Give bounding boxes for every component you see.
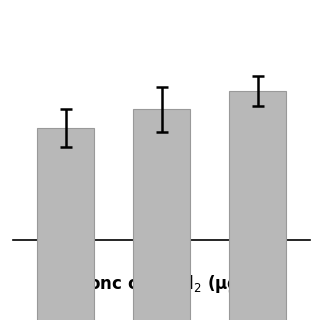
Bar — [37, 128, 94, 320]
X-axis label: Conc of SnCl$_2$ (μg): Conc of SnCl$_2$ (μg) — [76, 273, 247, 295]
Bar — [133, 109, 190, 320]
Bar — [229, 91, 286, 320]
